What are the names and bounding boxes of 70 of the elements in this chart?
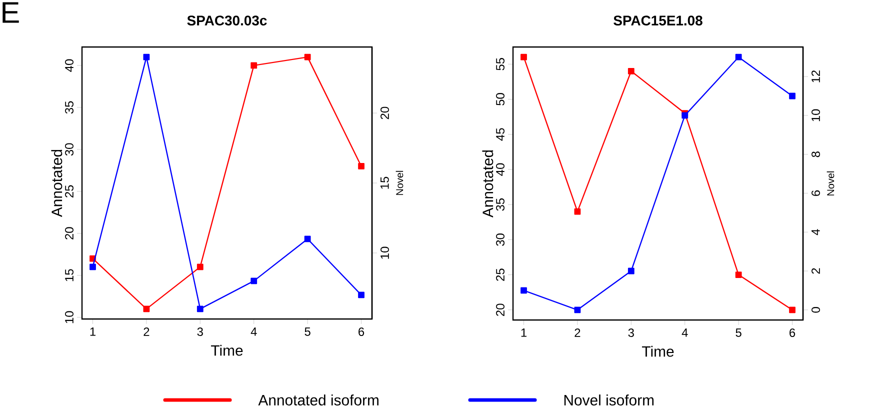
y2-tick-label: 12: [812, 70, 820, 82]
point: [358, 163, 364, 170]
y-tick-label: 15: [65, 269, 74, 282]
chart-title: SPAC15E1.08: [614, 16, 702, 26]
y2-tick-label: 10: [812, 109, 820, 122]
y-tick-label: 30: [496, 233, 504, 246]
x-tick-label: 6: [790, 328, 796, 337]
x-tick-label: 2: [144, 328, 150, 336]
point: [574, 208, 581, 215]
y-tick-label: 20: [65, 227, 74, 240]
text: E: [2, 2, 19, 23]
y2-tick-label: 0: [812, 307, 820, 313]
x-tick-label: 2: [574, 328, 580, 337]
y2-axis-title: Novel: [826, 171, 834, 196]
y-tick-label: 45: [496, 128, 504, 141]
y-tick-label: 25: [496, 268, 504, 281]
y2-tick-label: 6: [812, 190, 820, 196]
point: [789, 92, 796, 100]
point: [304, 236, 311, 242]
point: [628, 68, 634, 74]
point: [143, 54, 150, 60]
x-tick-label: 3: [197, 328, 203, 336]
chart-title: SPAC30.03c: [187, 16, 267, 26]
point: [520, 287, 527, 294]
point: [682, 112, 688, 119]
x-tick-label: 4: [250, 328, 257, 336]
x-tick-label: 5: [736, 328, 742, 337]
x-tick-label: 3: [628, 328, 634, 337]
y-tick-label: 40: [65, 59, 74, 72]
y-axis-title: Annotated: [51, 150, 62, 218]
point: [196, 306, 204, 312]
point: [520, 54, 527, 60]
point: [789, 306, 796, 314]
x-tick-label: 5: [304, 328, 310, 336]
point: [735, 272, 742, 278]
point: [250, 62, 258, 69]
y2-tick-label: 4: [812, 229, 820, 236]
y2-tick-label: 20: [380, 106, 389, 120]
y-tick-label: 55: [496, 58, 504, 70]
point: [304, 54, 311, 60]
point: [628, 268, 634, 274]
point: [90, 264, 96, 270]
x-tick-label: 6: [358, 328, 364, 336]
x-axis-title: Time: [642, 346, 674, 357]
y-tick-label: 35: [496, 198, 504, 211]
point: [574, 306, 581, 314]
y-tick-label: 35: [65, 101, 74, 114]
x-tick-label: 4: [682, 328, 688, 337]
y-tick-label: 10: [65, 311, 74, 324]
point: [250, 278, 258, 284]
point: [196, 264, 204, 270]
y2-tick-label: 10: [380, 246, 389, 259]
y2-tick-label: 2: [812, 268, 820, 274]
y-axis-title: Annotated: [482, 150, 494, 218]
x-tick-label: 1: [90, 328, 96, 336]
point: [735, 54, 742, 60]
point: [143, 306, 150, 312]
point: [358, 292, 364, 298]
y-tick-label: 30: [65, 143, 74, 156]
y-tick-label: 40: [496, 163, 504, 176]
x-axis-title: Time: [211, 344, 243, 356]
y-tick-label: 20: [496, 304, 504, 316]
y-tick-label: 25: [65, 185, 74, 198]
y2-tick-label: 8: [812, 152, 820, 158]
y2-tick-label: 15: [380, 176, 389, 189]
legend-label: Annotated isoform: [258, 394, 378, 406]
y-tick-label: 50: [496, 93, 504, 106]
x-tick-label: 1: [521, 328, 526, 337]
y2-axis-title: Novel: [396, 170, 404, 195]
legend-label: Novel isoform: [564, 394, 654, 406]
